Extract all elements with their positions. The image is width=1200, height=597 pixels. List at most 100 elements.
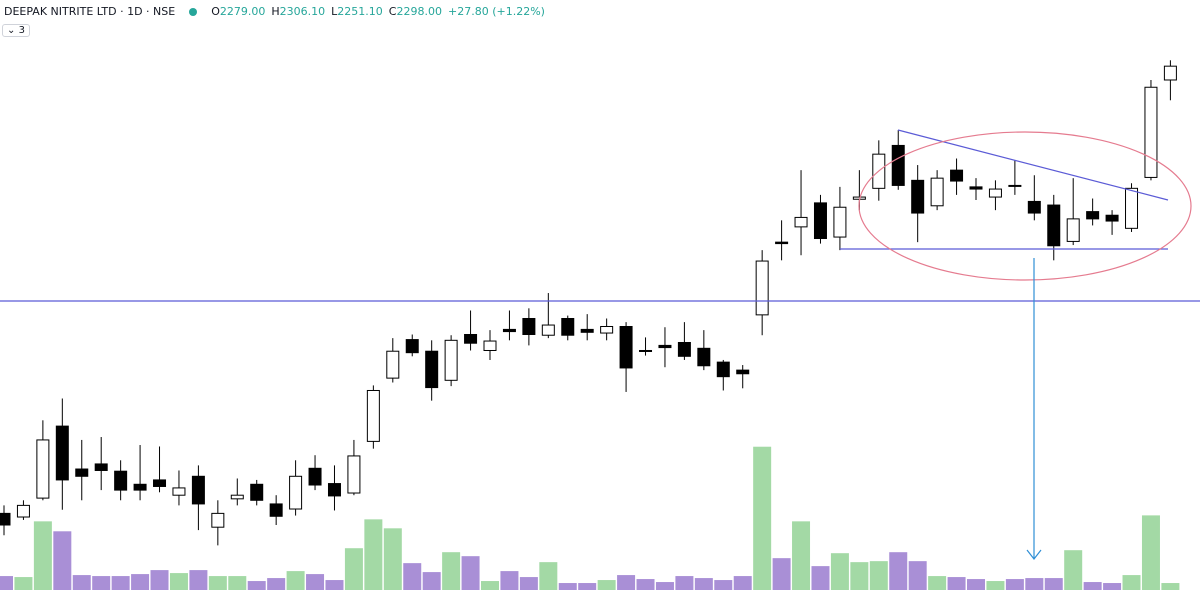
volume-bar (967, 579, 985, 590)
volume-bar (150, 570, 169, 590)
candle-body (483, 340, 497, 351)
volume-bar (267, 578, 286, 590)
volume-bar (850, 562, 869, 590)
volume-bar (772, 558, 791, 590)
indicator-toggle[interactable]: ⌄ 3 (2, 24, 30, 37)
candle-body (911, 179, 925, 214)
candle-body (16, 504, 30, 518)
arrow-head (1026, 549, 1042, 560)
candle-body (658, 344, 672, 349)
symbol: DEEPAK NITRITE LTD · 1D · NSE (4, 5, 176, 18)
volume-bar (519, 577, 538, 590)
volume-bar (189, 570, 208, 590)
volume-bar (442, 552, 461, 590)
volume-bar (947, 577, 966, 590)
candle-body (1163, 65, 1177, 81)
candle-body (172, 487, 186, 496)
status-dot (189, 7, 198, 16)
volume-bar (636, 579, 655, 590)
candle-body (405, 339, 419, 354)
candle-body (94, 463, 108, 471)
candle-body (269, 503, 283, 517)
candle-body (502, 328, 516, 333)
volume-bar (208, 576, 227, 590)
change: +27.80 (+1.22%) (447, 5, 545, 18)
candle-body (308, 467, 322, 486)
candle-body (716, 361, 730, 378)
ohlc-value: 2298.00 (396, 5, 442, 18)
volume-bar (33, 521, 52, 590)
ohlc-key: O (211, 5, 220, 18)
candle-body (950, 169, 964, 182)
candle-body (1047, 204, 1061, 247)
volume-bar (306, 574, 325, 590)
candle-body (191, 475, 205, 505)
volume-bar (111, 576, 130, 590)
volume-bar (1161, 583, 1180, 590)
volume-bar (131, 574, 150, 590)
volume-bar (811, 566, 830, 590)
volume-bar (344, 548, 363, 590)
volume-bar (753, 446, 772, 590)
candle-body (775, 241, 789, 245)
ohlc-key: C (388, 5, 397, 18)
volume-bar (0, 576, 13, 590)
volume-bar (1122, 575, 1141, 590)
volume-bar (403, 563, 422, 590)
pattern-ellipse (858, 131, 1192, 281)
candle-body (969, 186, 983, 190)
candle-body (153, 479, 167, 487)
volume-bar (228, 576, 247, 590)
candle-body (211, 512, 225, 528)
volume-bar (169, 573, 188, 590)
candle-body (833, 206, 847, 238)
volume-bar (792, 521, 811, 590)
candle-body (327, 483, 341, 497)
candle-body (736, 369, 750, 375)
volume-bar (617, 575, 636, 590)
ohlc-value: 2251.10 (337, 5, 383, 18)
volume-bar (539, 562, 558, 590)
volume-bar (383, 528, 402, 590)
legend: DEEPAK NITRITE LTD · 1D · NSE O2279.00 H… (4, 5, 545, 18)
candle-body (36, 439, 50, 499)
candle-body (386, 350, 400, 379)
volume-bar (908, 561, 927, 590)
volume-bar (247, 581, 266, 590)
candle-body (75, 468, 89, 477)
ohlc-key: L (331, 5, 338, 18)
candle-body (561, 317, 575, 336)
candle-body (1066, 218, 1080, 242)
candle-body (0, 512, 11, 526)
volume-bar (1141, 515, 1160, 590)
volume-bar (1064, 550, 1083, 590)
volume-bar (889, 552, 908, 590)
ohlc-value: 2279.00 (219, 5, 266, 18)
candle-body (930, 177, 944, 207)
candle-body (639, 349, 653, 352)
candle-body (444, 339, 458, 381)
volume-bar (14, 577, 33, 590)
volume-bar (1103, 583, 1122, 590)
volume-bar (422, 572, 441, 590)
candle-body (464, 333, 478, 344)
candle-body (1027, 200, 1041, 214)
volume-bar (986, 581, 1005, 590)
candle-body (755, 260, 769, 316)
volume-bar (869, 561, 888, 590)
candle-body (891, 144, 905, 186)
candle-body (425, 350, 439, 389)
volume-bar (53, 531, 72, 590)
volume-bar (92, 576, 111, 590)
volume-bar (578, 583, 597, 590)
volume-bar (558, 583, 577, 590)
ohlc-value: 2306.10 (279, 5, 326, 18)
candle-body (1144, 86, 1158, 178)
volume-bar (325, 580, 344, 590)
candle-body (541, 324, 555, 336)
candle-body (677, 341, 691, 357)
candle-body (1008, 184, 1022, 187)
volume-bar (72, 575, 91, 590)
candle-body (347, 455, 361, 494)
